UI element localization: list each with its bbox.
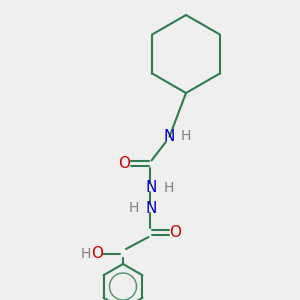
Text: O: O (92, 246, 104, 261)
Text: N: N (146, 201, 157, 216)
Text: H: H (164, 181, 174, 194)
Text: O: O (169, 225, 181, 240)
Text: N: N (164, 129, 175, 144)
Text: H: H (81, 247, 91, 260)
Text: H: H (181, 130, 191, 143)
Text: N: N (146, 180, 157, 195)
Text: H: H (128, 202, 139, 215)
Text: O: O (118, 156, 130, 171)
